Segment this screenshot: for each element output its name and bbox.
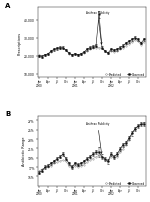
Text: Anthrax Publicity: Anthrax Publicity xyxy=(86,11,109,45)
Text: A: A xyxy=(5,2,10,8)
Text: B: B xyxy=(5,110,10,117)
Y-axis label: Antibiotic Range: Antibiotic Range xyxy=(22,136,26,166)
Y-axis label: Prescriptions: Prescriptions xyxy=(18,32,22,55)
Legend: Predicted, Observed: Predicted, Observed xyxy=(104,181,145,185)
Text: Anthrax Publicity: Anthrax Publicity xyxy=(86,121,109,154)
Legend: Predicted, Observed: Predicted, Observed xyxy=(104,73,145,77)
